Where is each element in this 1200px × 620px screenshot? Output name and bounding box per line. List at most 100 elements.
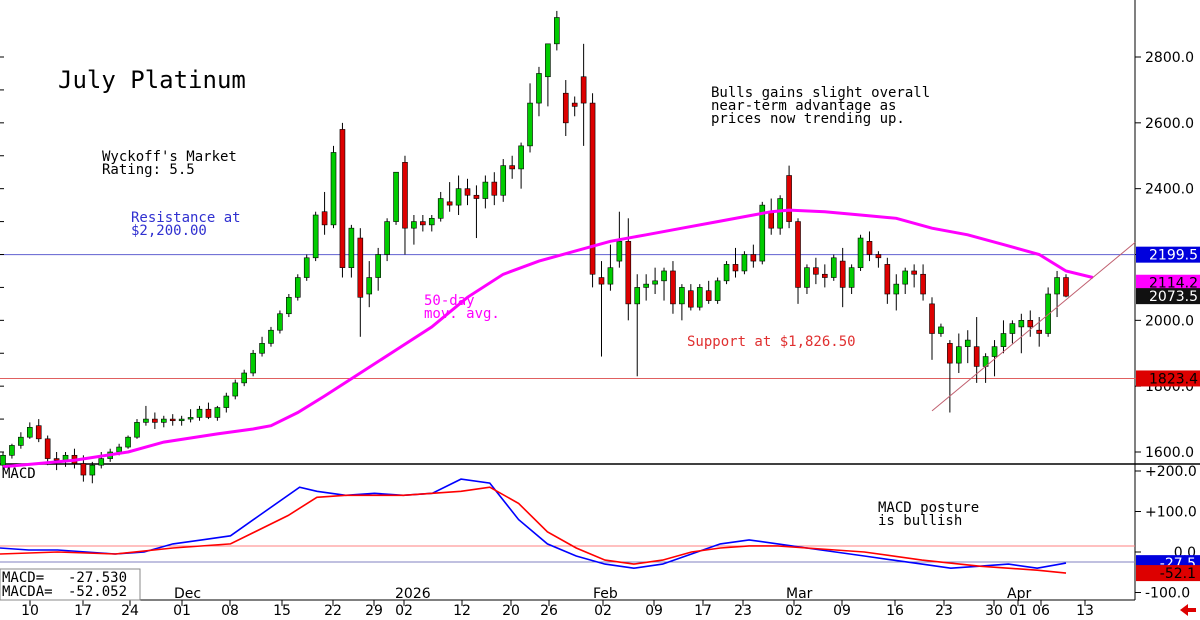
price-tag-box bbox=[1136, 246, 1200, 263]
date-tick-label: 06 bbox=[1032, 603, 1050, 619]
resistance-label-line2: $2,200.00 bbox=[131, 223, 207, 239]
candle bbox=[973, 317, 980, 383]
date-tick-label: 08 bbox=[221, 603, 239, 619]
candle-body bbox=[679, 287, 685, 305]
candle-body bbox=[929, 303, 935, 334]
candle-body bbox=[947, 343, 953, 364]
candle-body bbox=[375, 254, 381, 278]
date-tick-label: 26 bbox=[540, 603, 558, 619]
candle-body bbox=[500, 165, 507, 196]
candle bbox=[839, 247, 846, 308]
candle bbox=[18, 432, 24, 449]
candle-body bbox=[991, 346, 998, 357]
rating-label-line2: Rating: 5.5 bbox=[102, 162, 195, 178]
candle bbox=[813, 257, 819, 285]
candle bbox=[268, 326, 274, 347]
candle bbox=[714, 277, 721, 304]
candle bbox=[205, 402, 212, 420]
candle-body bbox=[1000, 333, 1007, 347]
candle-body bbox=[134, 422, 140, 438]
candle-body bbox=[652, 280, 658, 285]
candle-body bbox=[1027, 320, 1034, 328]
date-tick-label: 09 bbox=[833, 603, 851, 619]
candle bbox=[491, 172, 498, 206]
candle bbox=[536, 66, 542, 117]
candle-body bbox=[223, 395, 230, 408]
candle-body bbox=[437, 198, 444, 219]
uptrend-line bbox=[931, 242, 1136, 412]
date-tick-label: 24 bbox=[121, 603, 139, 619]
candle-body bbox=[741, 254, 748, 272]
candle-body bbox=[259, 343, 265, 354]
scroll-left-arrow-icon[interactable] bbox=[1180, 604, 1196, 616]
candle bbox=[786, 165, 792, 229]
candle bbox=[437, 191, 444, 222]
price-tick-label: 1600.0 bbox=[1145, 445, 1194, 461]
candle-body bbox=[956, 346, 962, 364]
candle bbox=[1009, 320, 1016, 344]
candle-body bbox=[464, 188, 471, 196]
candle-body bbox=[661, 270, 667, 282]
candle-body bbox=[973, 346, 980, 367]
candle-body bbox=[393, 171, 399, 222]
candle bbox=[732, 247, 739, 278]
macd-series-macd bbox=[0, 478, 1067, 570]
candle bbox=[571, 96, 578, 117]
candle-body bbox=[143, 418, 149, 423]
candle-body bbox=[920, 273, 926, 295]
candle bbox=[339, 122, 346, 278]
candle-body bbox=[518, 145, 524, 170]
candle bbox=[303, 254, 310, 281]
candle-body bbox=[884, 264, 891, 295]
candle bbox=[473, 185, 480, 239]
month-label-apr: Apr bbox=[1007, 586, 1031, 602]
candle bbox=[643, 274, 649, 301]
candle bbox=[259, 336, 265, 357]
date-tick-label: 12 bbox=[453, 603, 471, 619]
candle bbox=[670, 261, 676, 314]
date-tick-label: 23 bbox=[734, 603, 752, 619]
candle-body bbox=[1036, 329, 1043, 334]
macda-readout-value: -52.052 bbox=[68, 584, 127, 600]
candle-body bbox=[1054, 277, 1060, 295]
macd-tag-box bbox=[1136, 565, 1200, 582]
candle bbox=[178, 415, 185, 426]
date-tick-label: 13 bbox=[1076, 603, 1094, 619]
candle-body bbox=[411, 221, 417, 229]
candle-body bbox=[44, 438, 51, 459]
candle-body bbox=[634, 287, 641, 305]
candle bbox=[366, 261, 373, 308]
candle bbox=[143, 405, 149, 426]
ma-label-line1: 50-day bbox=[424, 293, 475, 309]
candle bbox=[598, 261, 605, 357]
price-tag-label: 2114.2 bbox=[1149, 276, 1198, 292]
support-label: Support at $1,826.50 bbox=[687, 334, 856, 350]
candle-body bbox=[696, 287, 703, 308]
price-tag-box bbox=[1136, 370, 1200, 387]
candle bbox=[848, 264, 855, 294]
candle bbox=[411, 215, 417, 245]
macd-tick-label: +100.0 bbox=[1145, 505, 1197, 521]
candle bbox=[384, 218, 390, 262]
candle bbox=[241, 369, 247, 387]
candle-body bbox=[491, 181, 498, 196]
candle bbox=[375, 247, 381, 291]
candle-body bbox=[571, 102, 578, 107]
candle bbox=[679, 284, 685, 321]
candle bbox=[393, 171, 399, 225]
date-tick-label: 16 bbox=[886, 603, 904, 619]
candle bbox=[482, 175, 489, 209]
date-tick-label: 23 bbox=[935, 603, 953, 619]
ma-label-line2: mov. avg. bbox=[424, 306, 500, 322]
candle-body bbox=[473, 194, 480, 199]
candle bbox=[402, 155, 408, 255]
candle-body bbox=[625, 241, 632, 305]
candle-body bbox=[786, 175, 792, 222]
ma-50-line bbox=[2, 208, 1094, 469]
candle-body bbox=[830, 257, 837, 278]
date-tick-label: 10 bbox=[21, 603, 39, 619]
candle bbox=[964, 330, 971, 364]
candle-body bbox=[205, 408, 212, 418]
candle-body bbox=[348, 227, 355, 268]
candle-body bbox=[35, 425, 42, 440]
